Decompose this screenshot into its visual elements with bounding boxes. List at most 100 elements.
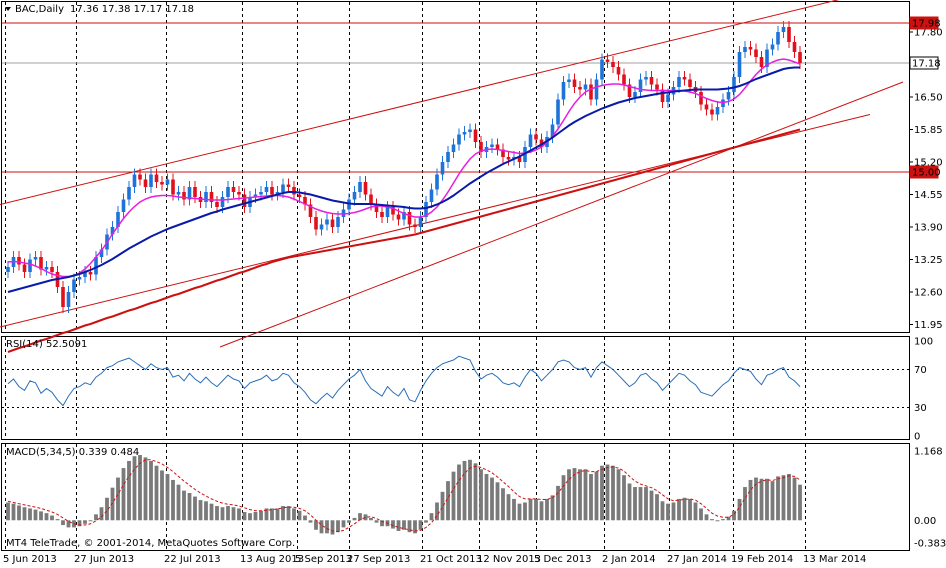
macd-bar — [633, 487, 637, 521]
rsi-title: RSI(14) 52.5091 — [6, 339, 87, 350]
candle-body — [495, 144, 500, 150]
rsi-axis-label: 30 — [914, 403, 927, 414]
candle-body — [413, 224, 417, 227]
candle-body — [380, 212, 384, 217]
macd-axis-label: 1.168 — [914, 447, 943, 458]
candle-body — [374, 204, 379, 212]
macd-bar — [534, 498, 538, 521]
macd-bar — [655, 494, 659, 521]
price-axis-label: 17.80 — [914, 28, 943, 39]
moving-average-ma_slow — [7, 66, 800, 293]
macd-bar — [17, 505, 21, 521]
macd-bar — [116, 477, 120, 521]
macd-bar — [6, 502, 10, 521]
candle-body — [237, 192, 241, 195]
candle-body — [682, 77, 687, 80]
candle-body — [616, 67, 621, 75]
candle-body — [99, 249, 104, 257]
macd-layer — [6, 455, 802, 535]
candle-body — [715, 107, 720, 115]
macd-bar — [297, 510, 302, 521]
macd-bar — [270, 508, 274, 521]
price-layer — [0, 0, 909, 353]
candle-body — [517, 157, 522, 162]
macd-bar — [61, 520, 65, 526]
candle-body — [451, 144, 456, 152]
macd-bar — [215, 506, 219, 521]
macd-bar — [121, 468, 126, 521]
candle-body — [391, 207, 395, 215]
macd-bar — [193, 496, 197, 521]
macd-bar — [490, 477, 494, 521]
symbol-dropdown-icon[interactable] — [5, 7, 11, 11]
candle-body — [369, 194, 373, 205]
macd-bar — [44, 513, 49, 521]
candle-body — [506, 157, 511, 160]
macd-bar — [308, 520, 313, 523]
macd-bar — [446, 481, 450, 521]
candle-body — [770, 44, 775, 50]
macd-bar — [330, 520, 335, 535]
macd-bar — [171, 479, 175, 521]
price-axis-label: 14.55 — [914, 190, 943, 201]
candle-body — [743, 47, 747, 52]
candle-body — [61, 287, 65, 307]
macd-bar — [660, 501, 665, 521]
candle-body — [44, 267, 49, 270]
macd-bar — [176, 484, 181, 521]
rsi-axis-label: 70 — [914, 365, 927, 376]
candle-body — [226, 187, 230, 197]
macd-bar — [693, 502, 698, 521]
candle-body — [336, 217, 340, 227]
candle-body — [424, 202, 428, 217]
x-axis-label: 27 Sep 2013 — [347, 554, 410, 565]
macd-bar — [567, 469, 571, 521]
candle-body — [132, 174, 137, 187]
macd-bar — [160, 470, 164, 521]
candle-body — [176, 192, 181, 195]
rsi-pane[interactable] — [1, 336, 910, 440]
candle-body — [710, 109, 714, 115]
macd-bar — [451, 471, 456, 521]
macd-bar — [594, 471, 599, 521]
macd-bar — [770, 481, 775, 521]
macd-bar — [429, 513, 434, 521]
x-axis-label: 2 Jan 2014 — [602, 554, 656, 565]
macd-bar — [787, 474, 791, 521]
macd-bar — [682, 497, 687, 521]
macd-bar — [726, 516, 731, 521]
macd-bar — [424, 520, 428, 523]
candle-body — [539, 139, 544, 147]
channel-line — [219, 81, 904, 348]
candle-body — [528, 134, 533, 147]
macd-bar — [743, 487, 747, 521]
candle-body — [473, 129, 478, 142]
candle-body — [396, 214, 401, 220]
macd-bar — [314, 520, 318, 530]
candle-body — [264, 187, 269, 192]
candle-body — [303, 197, 307, 205]
price-pane[interactable] — [1, 1, 910, 333]
macd-bar — [380, 520, 384, 527]
x-axis-label: 21 Oct 2013 — [420, 554, 482, 565]
candle-body — [138, 174, 142, 180]
macd-bar — [369, 517, 373, 521]
macd-bar — [776, 476, 780, 521]
macd-bar — [699, 508, 703, 521]
candle-body — [699, 92, 703, 105]
candle-body — [704, 104, 709, 110]
candle-body — [6, 267, 10, 272]
candle-body — [286, 184, 291, 187]
macd-bar — [512, 498, 516, 521]
candle-body — [253, 194, 258, 197]
macd-bar — [550, 495, 555, 521]
x-axis-label: 5 Sep 2013 — [295, 554, 352, 565]
macd-bar — [358, 513, 362, 521]
candle-body — [220, 197, 225, 207]
candle-body — [666, 94, 670, 102]
moving-average-ma_200 — [7, 128, 801, 353]
macd-bar — [671, 502, 676, 521]
candle-body — [143, 179, 148, 187]
candle-body — [352, 192, 357, 200]
